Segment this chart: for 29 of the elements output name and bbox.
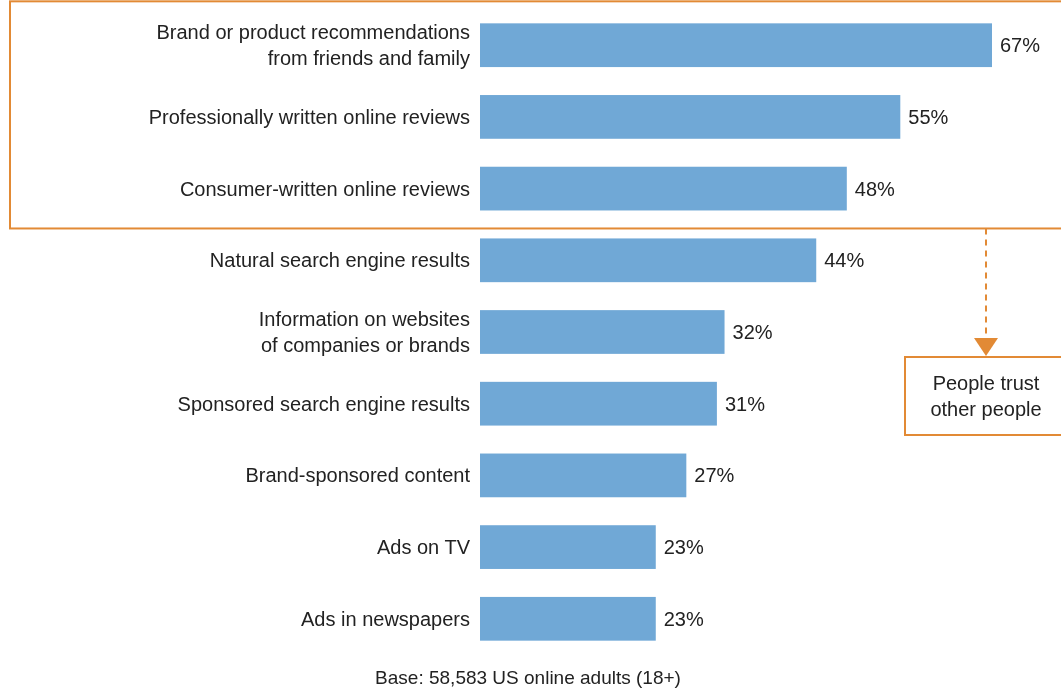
- bar: [480, 596, 656, 641]
- bar: [480, 453, 687, 498]
- y-tick-label: Consumer-written online reviews: [179, 177, 470, 200]
- data-label: 55%: [908, 105, 949, 128]
- y-tick-label: Information on websites of companies or brands: [258, 308, 470, 356]
- data-label: 27%: [694, 464, 735, 487]
- y-tick-label: Professionally written online reviews: [148, 105, 470, 128]
- data-label: 44%: [824, 249, 865, 272]
- data-label: 31%: [724, 392, 766, 415]
- y-tick-label: Ads on TV: [376, 536, 471, 559]
- bar: [480, 23, 992, 68]
- y-tick-label: Natural search engine results: [209, 249, 470, 272]
- data-label: 32%: [732, 321, 773, 343]
- data-label: 23%: [663, 536, 705, 559]
- y-tick-label: Brand or product recommendations from friends and family: [156, 21, 470, 70]
- bar: [480, 381, 717, 426]
- y-tick-label: Brand-sponsored content: [245, 464, 471, 487]
- data-label: 48%: [854, 177, 896, 200]
- y-tick-label: Ads in newspapers: [301, 607, 470, 630]
- bar: [480, 95, 901, 139]
- data-label: 23%: [663, 607, 705, 630]
- bar: [480, 238, 817, 283]
- bar: [480, 310, 725, 354]
- y-tick-label: Sponsored search engine results: [177, 392, 470, 415]
- data-label: 67%: [1000, 34, 1041, 57]
- bar: [480, 525, 656, 569]
- annotation: People trust other people: [930, 372, 1042, 420]
- text: Base: 58,583 US online adults (18+): [375, 667, 681, 688]
- bar: [480, 166, 847, 211]
